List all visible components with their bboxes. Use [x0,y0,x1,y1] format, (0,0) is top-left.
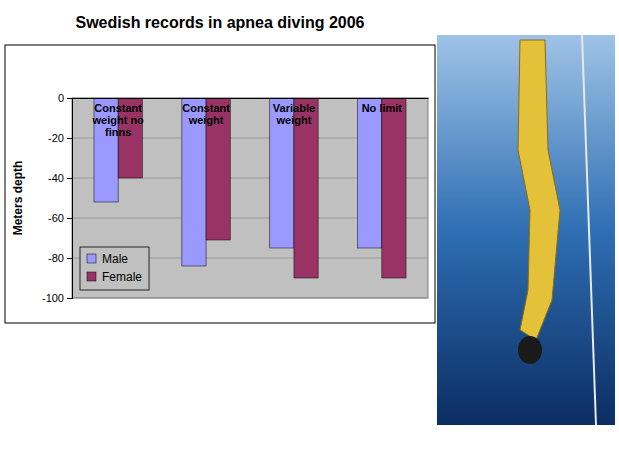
legend: Male Female [80,247,149,290]
x-tick: Constantweight [182,98,230,126]
grid-line [72,98,428,99]
x-tick-label: No limit [362,102,403,114]
y-tick: 0 [58,92,72,104]
bar [382,98,406,278]
y-axis-line [67,99,73,299]
y-tick-label: -80 [48,252,64,264]
x-tick-label-line: weight [188,114,224,126]
x-tick-label-line: Variable [273,102,315,114]
x-tick-label: Constantweight nofinns [91,102,144,138]
legend-label: Female [102,270,142,284]
photo [437,35,615,425]
y-tick: -20 [48,132,72,144]
y-tick-mark [67,178,72,179]
y-tick: -40 [48,172,72,184]
y-tick-mark [67,258,72,259]
photo-background [437,35,615,425]
legend-box [80,247,149,290]
photo-rope [582,35,596,425]
x-tick-label-line: Constant [94,102,142,114]
x-tick-label-line: Constant [182,102,230,114]
x-tick-label-line: finns [105,126,131,138]
y-tick-mark [67,98,72,99]
y-tick-label: -40 [48,172,64,184]
x-tick-label: Constantweight [182,102,230,126]
grid [72,98,428,298]
legend-item: Male [87,252,128,266]
x-tick-label-line: weight [276,114,312,126]
legend-swatch [87,254,96,263]
grid-line [72,298,428,299]
chart-frame [5,45,435,323]
x-axis: Constantweight nofinnsConstantweightVari… [73,98,429,138]
y-tick-mark [67,298,72,299]
legend-label: Male [102,252,128,266]
y-tick: -80 [48,252,72,264]
y-tick-mark [67,218,72,219]
x-tick: No limit [362,98,403,114]
y-tick: -100 [42,292,72,304]
legend-item: Female [87,270,142,284]
x-tick-label-line: weight no [91,114,144,126]
x-tick: Variableweight [273,98,315,126]
photo-diver [518,40,560,340]
y-tick-label: -100 [42,292,64,304]
y-tick-mark [67,138,72,139]
y-tick: -60 [48,212,72,224]
y-axis: -100 -80 -60 -40 -20 0 [42,92,73,304]
x-tick-label-line: No limit [362,102,403,114]
plot-area [72,98,428,298]
y-axis-title: Meters depth [11,161,25,236]
legend-swatch [87,272,96,281]
x-tick: Constantweight nofinns [91,98,144,138]
x-axis-line [73,98,429,99]
y-tick-label: 0 [58,92,64,104]
chart-title: Swedish records in apnea diving 2006 [76,14,365,31]
x-tick-label: Variableweight [273,102,315,126]
bar [358,98,382,248]
y-tick-label: -20 [48,132,64,144]
photo-diver-head [518,336,542,364]
y-tick-label: -60 [48,212,64,224]
